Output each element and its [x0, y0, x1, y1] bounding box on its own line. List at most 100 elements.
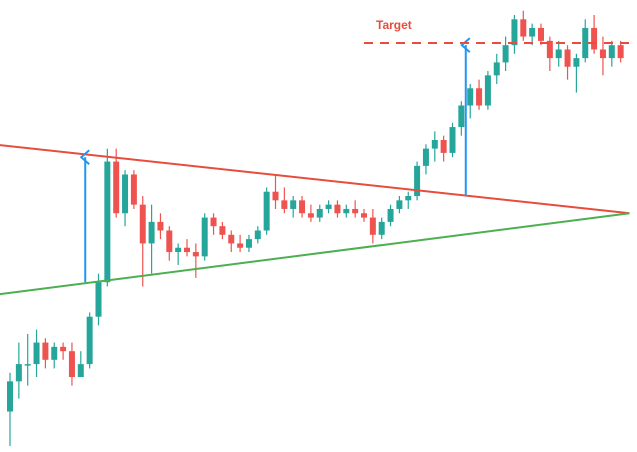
candle: [555, 40, 562, 67]
candle: [493, 53, 500, 84]
candle-body: [440, 139, 447, 153]
candle-body: [608, 45, 615, 59]
candle-body: [316, 208, 323, 218]
candle-body: [263, 191, 270, 231]
candle-body: [166, 230, 173, 253]
candle-body: [33, 342, 40, 365]
candle: [175, 243, 182, 265]
candle: [263, 187, 270, 235]
candle: [538, 23, 544, 46]
candle: [449, 122, 456, 158]
candle-body: [130, 174, 137, 205]
candle: [405, 191, 412, 209]
candle: [68, 342, 75, 386]
candle: [15, 342, 22, 399]
candle-body: [192, 252, 199, 257]
candle-body: [122, 174, 129, 214]
candle-body: [104, 161, 111, 283]
candle-body: [175, 247, 182, 253]
candle-body: [157, 221, 164, 231]
candle-body: [476, 88, 483, 106]
candle: [60, 342, 67, 360]
candle: [414, 161, 421, 201]
candle-body: [599, 49, 606, 59]
candle-body: [502, 45, 509, 63]
candle: [77, 351, 84, 378]
candle: [184, 239, 190, 257]
candle-body: [113, 161, 120, 214]
candle-body: [15, 364, 22, 382]
candle: [564, 45, 571, 80]
candle: [290, 196, 297, 218]
candle-body: [281, 200, 288, 209]
candle: [299, 196, 306, 218]
candle-body: [431, 139, 438, 149]
candle-body: [546, 40, 553, 59]
candle-body: [343, 208, 350, 214]
candle: [122, 170, 129, 227]
candle-body: [396, 200, 403, 209]
candle-body: [422, 148, 429, 166]
candle: [458, 101, 465, 136]
candle: [352, 200, 359, 218]
candle-body: [237, 243, 244, 248]
candle: [396, 196, 403, 214]
candle-body: [617, 45, 624, 59]
resistance-trendline: [0, 144, 630, 215]
candle-body: [352, 208, 359, 214]
candle: [33, 329, 40, 378]
candle: [157, 213, 164, 240]
candle: [520, 10, 527, 41]
candle: [245, 234, 252, 253]
candle: [210, 213, 217, 235]
candle: [361, 208, 367, 222]
candle: [467, 83, 474, 119]
candle-body: [184, 247, 190, 253]
candle-body: [219, 226, 226, 235]
candle-body: [511, 19, 518, 46]
candle-body: [51, 346, 58, 360]
candle-body: [325, 204, 332, 209]
candle-body: [414, 165, 421, 197]
candle: [422, 144, 429, 175]
candle: [130, 170, 137, 209]
candle-body: [378, 221, 385, 235]
candle-body: [564, 49, 571, 67]
candle-body: [493, 62, 500, 76]
candle: [24, 333, 31, 386]
candle-body: [24, 364, 31, 366]
candle: [272, 174, 279, 209]
candle: [582, 19, 589, 63]
candle: [334, 200, 341, 218]
candle-body: [254, 230, 261, 240]
candle: [617, 40, 624, 63]
candle-body: [139, 204, 146, 244]
candle: [343, 204, 350, 218]
candle-body: [529, 27, 536, 37]
candle-body: [405, 196, 412, 201]
candle: [228, 230, 235, 253]
candle-body: [42, 342, 49, 360]
candle-body: [449, 127, 456, 153]
candle-body: [369, 217, 376, 235]
candle: [431, 131, 438, 162]
candle-body: [484, 75, 491, 106]
candle: [307, 204, 314, 222]
candle: [42, 338, 49, 369]
candle: [476, 79, 483, 110]
candle: [502, 36, 509, 72]
candle: [281, 187, 288, 214]
support-trendline: [0, 212, 630, 296]
candle-body: [591, 27, 598, 50]
candle: [7, 372, 13, 446]
candle: [192, 243, 199, 278]
candle-body: [290, 200, 297, 209]
candle-body: [361, 213, 367, 218]
candle-body: [555, 49, 562, 59]
candle: [546, 36, 553, 72]
candles-group: [7, 10, 624, 446]
candle: [378, 217, 385, 240]
candle-body: [245, 239, 252, 248]
candle: [86, 312, 93, 369]
